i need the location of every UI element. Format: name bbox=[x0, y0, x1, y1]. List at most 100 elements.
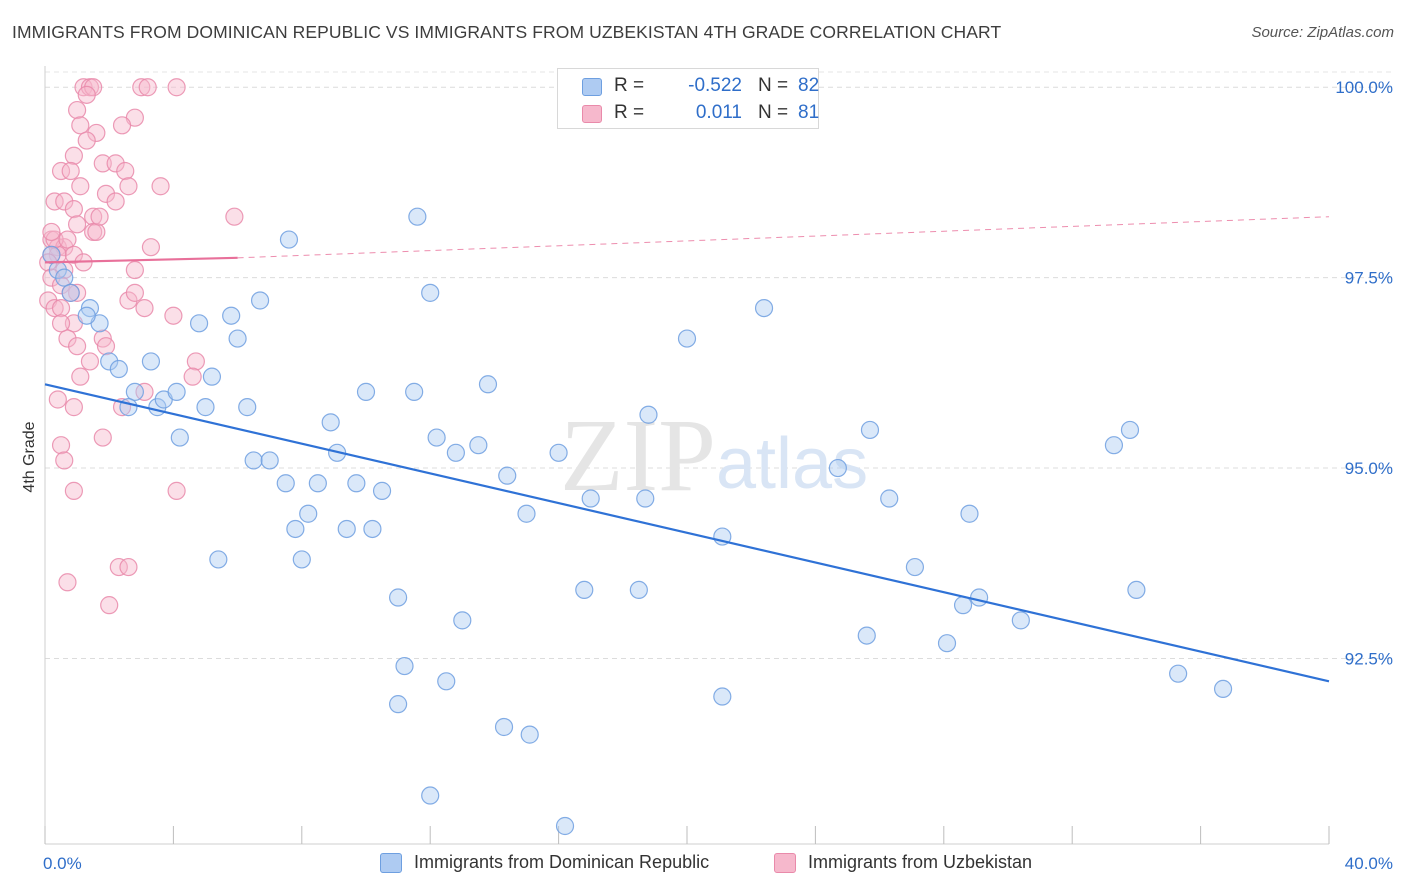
dominican-point bbox=[437, 672, 456, 691]
uzbekistan-point bbox=[93, 428, 112, 447]
dominican-point bbox=[337, 519, 356, 539]
uzbekistan-point bbox=[119, 291, 138, 310]
dominican-point bbox=[347, 474, 366, 493]
dominican-point bbox=[970, 588, 989, 607]
uzbekistan-point bbox=[93, 154, 112, 173]
dominican-point bbox=[421, 786, 440, 805]
uzbekistan-point bbox=[48, 390, 67, 409]
r-label: R = bbox=[614, 102, 645, 123]
dominican-point bbox=[395, 656, 414, 676]
uzbekistan-point bbox=[58, 230, 77, 249]
y-tick-label: 100.0% bbox=[1335, 78, 1393, 97]
uzbekistan-point bbox=[119, 557, 138, 577]
legend-label: Immigrants from Uzbekistan bbox=[808, 852, 1033, 872]
dominican-point bbox=[61, 283, 80, 302]
uzbekistan-point bbox=[138, 78, 157, 97]
dominican-point bbox=[209, 550, 228, 569]
y-tick-label: 95.0% bbox=[1345, 459, 1393, 478]
dominican-point bbox=[276, 474, 295, 493]
n-value: 82 bbox=[798, 75, 820, 96]
dominican-point bbox=[828, 458, 847, 478]
dominican-point bbox=[713, 687, 732, 706]
uzbekistan-point bbox=[45, 299, 64, 318]
dominican-point bbox=[244, 451, 263, 470]
uzbekistan-point bbox=[42, 222, 61, 242]
dominican-point bbox=[469, 436, 488, 455]
dominican-point bbox=[421, 283, 440, 302]
dominican-point bbox=[498, 466, 517, 485]
uzbekistan-point bbox=[64, 398, 83, 417]
dominican-point bbox=[517, 504, 536, 523]
dominican-point bbox=[408, 207, 427, 226]
dominican-point bbox=[857, 626, 876, 645]
uzbekistan-point bbox=[51, 299, 71, 318]
uzbekistan-point bbox=[87, 222, 106, 242]
dominican-point bbox=[1213, 679, 1233, 699]
n-label: N = bbox=[758, 102, 789, 123]
uzbekistan-point bbox=[119, 177, 138, 196]
uzbekistan-point bbox=[51, 314, 71, 333]
dominican-point bbox=[363, 519, 382, 539]
dominican-point bbox=[1104, 436, 1124, 455]
watermark-atlas: atlas bbox=[716, 424, 868, 504]
uzbekistan-point bbox=[186, 352, 205, 371]
dominican-point bbox=[446, 443, 465, 462]
uzbekistan-point bbox=[135, 299, 154, 318]
legend-pink-swatch bbox=[774, 853, 796, 873]
uzbekistan-point bbox=[80, 352, 100, 371]
dominican-point bbox=[494, 717, 514, 737]
uzbekistan-point bbox=[64, 245, 83, 264]
uzbekistan-point bbox=[51, 161, 71, 181]
legend-label: Immigrants from Dominican Republic bbox=[414, 852, 710, 872]
uzbekistan-point bbox=[125, 260, 144, 280]
uzbekistan-point bbox=[225, 207, 244, 226]
dominican-point bbox=[260, 451, 279, 470]
dominican-point bbox=[228, 329, 247, 348]
dominican-point bbox=[405, 382, 424, 401]
uzbekistan-point bbox=[58, 329, 77, 348]
dominican-point bbox=[389, 695, 408, 714]
uzbekistan-point bbox=[106, 192, 125, 211]
uzbekistan-point bbox=[67, 337, 87, 356]
dominican-point bbox=[1169, 664, 1188, 683]
dominican-point bbox=[953, 596, 973, 615]
uzbekistan-point bbox=[167, 481, 186, 500]
dominican-point bbox=[321, 413, 340, 432]
uzbekistan-point bbox=[55, 192, 74, 211]
source-credit: Source: ZipAtlas.com bbox=[1251, 24, 1394, 41]
uzbekistan-point bbox=[71, 116, 90, 135]
r-value: -0.522 bbox=[688, 75, 742, 96]
uzbekistan-point bbox=[100, 596, 119, 615]
watermark: ZIP atlas bbox=[560, 398, 868, 513]
dominican-point bbox=[222, 306, 241, 325]
dominican-point bbox=[677, 329, 697, 348]
grid-lines bbox=[45, 71, 1392, 659]
dominican-point bbox=[292, 550, 311, 569]
uzbekistan-point bbox=[87, 123, 106, 143]
uzbekistan-point bbox=[109, 557, 128, 577]
uzbekistan-point bbox=[116, 161, 135, 181]
dominican-point bbox=[1011, 611, 1030, 630]
dominican-point bbox=[125, 382, 144, 401]
dominican-point bbox=[170, 428, 189, 447]
x-tick-label: 40.0% bbox=[1345, 854, 1393, 873]
dominican-point bbox=[636, 489, 655, 508]
uzbekistan-point bbox=[106, 154, 125, 173]
dominican-point bbox=[250, 291, 270, 310]
dominican-point bbox=[109, 359, 128, 379]
uzbekistan-point bbox=[141, 238, 161, 257]
dominican-point bbox=[880, 489, 899, 508]
uzbekistan-point bbox=[67, 215, 87, 234]
dominican-point bbox=[202, 367, 222, 386]
uzbekistan-point bbox=[71, 367, 90, 386]
uzbekistan-point bbox=[164, 306, 183, 325]
dominican-point bbox=[279, 230, 299, 249]
dominican-point bbox=[372, 481, 392, 500]
uzbekistan-point bbox=[45, 192, 64, 211]
uzbekistan-point bbox=[77, 85, 96, 104]
trendline-uzbekistan bbox=[44, 256, 238, 264]
dominican-point bbox=[189, 314, 209, 333]
uzbekistan-point bbox=[112, 116, 132, 135]
uzbekistan-point bbox=[132, 78, 151, 97]
